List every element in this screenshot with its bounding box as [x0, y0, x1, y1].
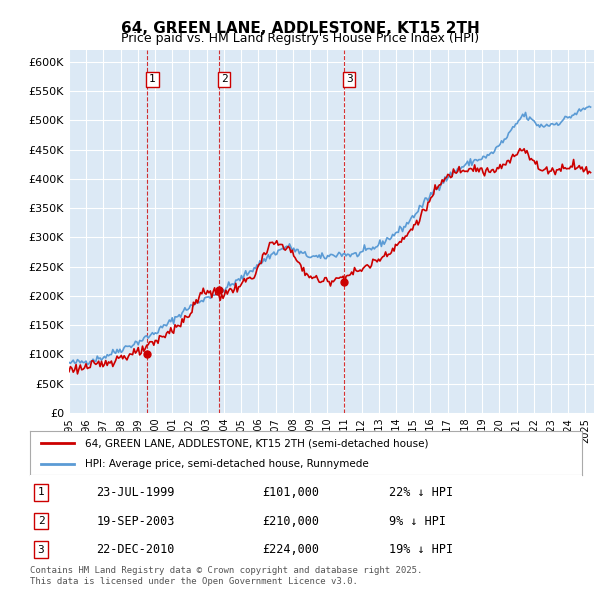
Text: 22-DEC-2010: 22-DEC-2010 [96, 543, 175, 556]
Text: Price paid vs. HM Land Registry's House Price Index (HPI): Price paid vs. HM Land Registry's House … [121, 32, 479, 45]
Text: 19-SEP-2003: 19-SEP-2003 [96, 514, 175, 527]
Text: 1: 1 [149, 74, 156, 84]
Text: 9% ↓ HPI: 9% ↓ HPI [389, 514, 446, 527]
Text: HPI: Average price, semi-detached house, Runnymede: HPI: Average price, semi-detached house,… [85, 459, 369, 469]
Text: 64, GREEN LANE, ADDLESTONE, KT15 2TH (semi-detached house): 64, GREEN LANE, ADDLESTONE, KT15 2TH (se… [85, 438, 428, 448]
Text: 3: 3 [38, 545, 44, 555]
Text: 23-JUL-1999: 23-JUL-1999 [96, 486, 175, 499]
Text: 19% ↓ HPI: 19% ↓ HPI [389, 543, 453, 556]
Text: 1: 1 [38, 487, 44, 497]
Text: £101,000: £101,000 [262, 486, 319, 499]
Text: 22% ↓ HPI: 22% ↓ HPI [389, 486, 453, 499]
Text: 3: 3 [346, 74, 353, 84]
Text: £210,000: £210,000 [262, 514, 319, 527]
Text: 2: 2 [221, 74, 227, 84]
Text: £224,000: £224,000 [262, 543, 319, 556]
Text: 64, GREEN LANE, ADDLESTONE, KT15 2TH: 64, GREEN LANE, ADDLESTONE, KT15 2TH [121, 21, 479, 35]
Text: 2: 2 [38, 516, 44, 526]
Text: Contains HM Land Registry data © Crown copyright and database right 2025.
This d: Contains HM Land Registry data © Crown c… [30, 566, 422, 586]
